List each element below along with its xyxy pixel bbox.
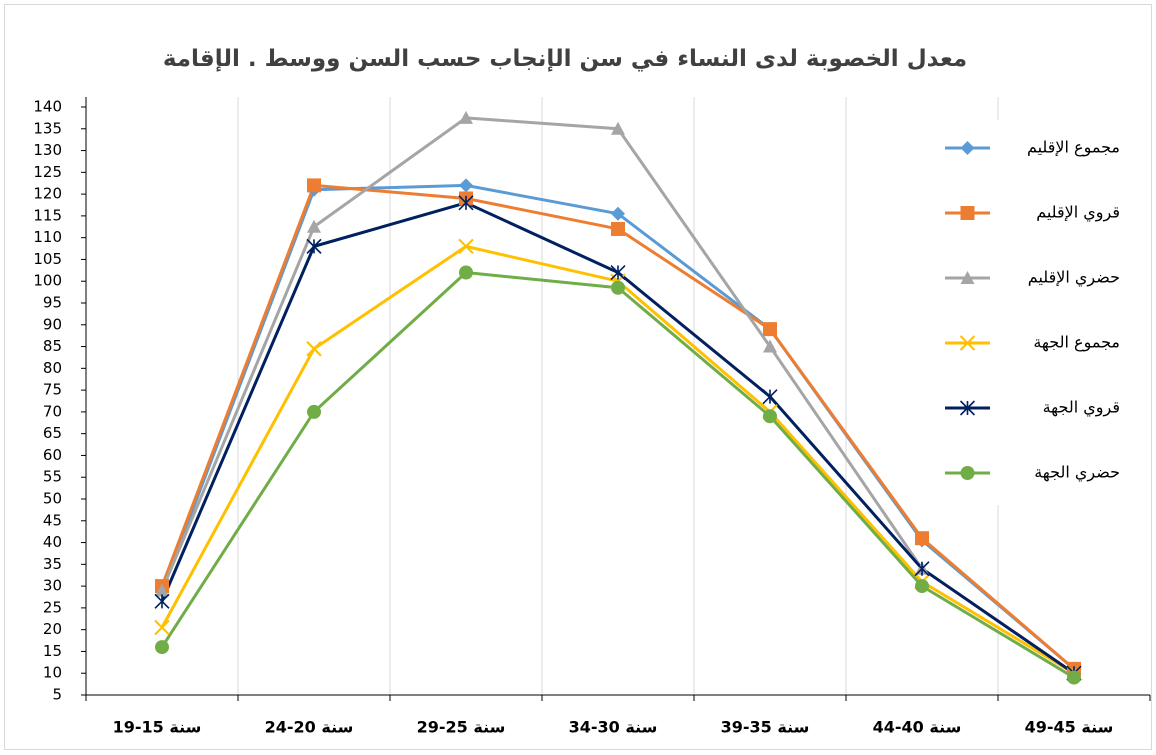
marker (959, 400, 976, 416)
legend-label: قروي الإقليم (1036, 203, 1120, 223)
marker (307, 178, 321, 193)
y-tick-label: 120 (33, 185, 62, 203)
marker (763, 409, 777, 424)
y-tick-label: 50 (43, 490, 62, 508)
x-tick-label: 19-15 سنة (113, 718, 202, 737)
y-tick-label: 25 (43, 598, 62, 616)
x-tick-label: 49-45 سنة (1025, 718, 1114, 737)
y-tick-label: 20 (43, 620, 62, 638)
marker (914, 561, 930, 577)
y-tick-label: 100 (33, 272, 62, 290)
marker (459, 178, 473, 193)
x-tick-label: 34-30 سنة (569, 718, 658, 737)
marker (611, 206, 625, 221)
y-tick-label: 60 (43, 446, 62, 464)
marker (458, 238, 474, 255)
y-tick-label: 90 (43, 315, 62, 333)
y-tick-label: 30 (43, 577, 62, 595)
legend-label: مجموع الإقليم (1027, 138, 1120, 158)
y-tick-label: 5 (52, 686, 62, 704)
marker (610, 264, 626, 281)
y-tick-label: 115 (33, 206, 62, 224)
y-tick-label: 75 (43, 381, 62, 399)
marker (960, 206, 975, 220)
y-tick-label: 55 (43, 468, 62, 486)
marker (306, 341, 322, 357)
y-tick-label: 35 (43, 555, 62, 573)
marker (307, 219, 321, 233)
marker (611, 221, 625, 236)
marker (762, 389, 778, 405)
chart-border (4, 4, 1152, 750)
marker (763, 339, 777, 353)
x-tick-label: 24-20 سنة (265, 718, 354, 737)
marker (459, 265, 473, 280)
y-tick-label: 80 (43, 359, 62, 377)
y-tick-label: 135 (33, 119, 62, 137)
marker (959, 335, 976, 351)
y-tick-label: 85 (43, 337, 62, 355)
marker (763, 322, 777, 337)
marker (306, 238, 322, 254)
chart-title: معدل الخصوبة لدى النساء في سن الإنجاب حس… (162, 46, 968, 72)
y-tick-label: 105 (33, 250, 62, 268)
marker (155, 583, 169, 597)
legend-label: حضري الإقليم (1028, 268, 1120, 288)
marker (155, 640, 169, 655)
marker (960, 271, 975, 284)
y-tick-label: 125 (33, 163, 62, 181)
y-tick-label: 45 (43, 511, 62, 529)
marker (154, 619, 170, 636)
legend-label: قروي الجهة (1043, 398, 1120, 418)
y-tick-label: 15 (43, 642, 62, 660)
marker (1067, 670, 1081, 685)
marker (154, 593, 170, 609)
legend-label: مجموع الجهة (1033, 333, 1120, 353)
marker (611, 280, 625, 295)
x-tick-label: 44-40 سنة (873, 718, 962, 737)
marker (307, 404, 321, 419)
x-tick-label: 29-25 سنة (417, 718, 506, 737)
x-tick-label: 39-35 سنة (721, 718, 810, 737)
y-tick-label: 70 (43, 402, 62, 420)
marker (915, 579, 929, 594)
y-tick-label: 110 (33, 228, 62, 246)
y-tick-label: 10 (43, 664, 62, 682)
y-tick-label: 95 (43, 294, 62, 312)
y-tick-label: 40 (43, 533, 62, 551)
legend-background (935, 120, 1140, 505)
marker (458, 195, 474, 211)
y-tick-label: 140 (33, 98, 62, 116)
y-tick-label: 130 (33, 141, 62, 159)
marker (611, 121, 625, 135)
y-tick-label: 65 (43, 424, 62, 442)
marker (459, 110, 473, 124)
legend-label: حضري الجهة (1034, 463, 1120, 483)
marker (915, 531, 929, 546)
marker (960, 466, 975, 480)
marker (960, 141, 975, 155)
